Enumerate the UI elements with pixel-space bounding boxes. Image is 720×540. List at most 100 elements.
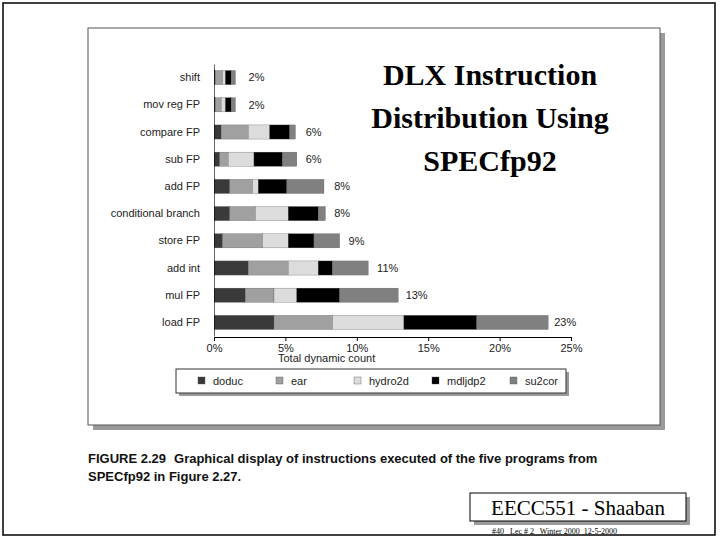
bar-segment [245, 288, 274, 302]
series-0 [214, 71, 274, 330]
x-axis: 0%5%10%15%20%25% [207, 337, 583, 354]
legend: doducearhydro2dmdljdp2su2cor [176, 369, 569, 396]
y-tick: add FP [165, 180, 200, 192]
bar-segment [274, 315, 333, 329]
bar-segment [340, 288, 399, 302]
tick-mark [357, 337, 358, 341]
bar-segment [258, 179, 287, 193]
bar-segment [288, 234, 314, 248]
bar-segment [288, 261, 318, 275]
bar-segment [270, 125, 290, 139]
total-label: 9% [349, 235, 365, 247]
bar-segment [225, 71, 231, 85]
slide-frame [3, 3, 715, 535]
category-label: mul FP [165, 289, 200, 301]
footer-box [470, 493, 686, 521]
axis-line [214, 65, 215, 337]
legend-box [176, 369, 566, 393]
legend-swatch [198, 377, 205, 384]
bar-segment [231, 71, 235, 85]
bar-segment [253, 179, 259, 193]
title-line: DLX Instruction [383, 58, 598, 91]
bar-segment [214, 234, 223, 248]
tick-label: 0% [207, 342, 223, 354]
bar-segment [230, 207, 256, 221]
tick-label: 20% [489, 342, 511, 354]
footer-note: #40 Lec # 2 Winter 2000 12-5-2000 [492, 527, 617, 536]
category-label: add FP [165, 180, 200, 192]
bar-segment [248, 125, 269, 139]
legend-swatch [276, 377, 283, 384]
bar-segment [254, 152, 283, 166]
axis-line [215, 337, 572, 338]
legend-label: hydro2d [369, 375, 409, 387]
y-tick: compare FP [140, 126, 200, 138]
bar-segment [287, 179, 324, 193]
total-label: 8% [334, 180, 350, 192]
legend-swatch [510, 377, 517, 384]
bar-segment [318, 207, 325, 221]
category-label: mov reg FP [143, 98, 200, 110]
total-label: 13% [406, 289, 428, 301]
tick-label: 25% [560, 342, 582, 354]
bar-segment [214, 261, 248, 275]
y-tick: shift [180, 71, 200, 83]
category-label: load FP [162, 316, 200, 328]
bar-segment [214, 125, 221, 139]
bar-segment [263, 234, 289, 248]
tick-mark [571, 337, 572, 341]
category-label: sub FP [165, 153, 200, 165]
total-label: 2% [249, 99, 265, 111]
chart-title: DLX Instruction Distribution Using SPECfp9… [371, 58, 609, 177]
bar-segment [214, 207, 230, 221]
bar-segment [333, 261, 369, 275]
bar-segment [314, 234, 340, 248]
category-label: store FP [158, 234, 200, 246]
category-label: shift [180, 71, 200, 83]
bar-segment [214, 179, 230, 193]
bar-segment [220, 152, 229, 166]
bar-segment [214, 315, 274, 329]
bar-segment [274, 288, 297, 302]
legend-label: ear [291, 375, 307, 387]
total-label: 8% [334, 207, 350, 219]
y-tick: store FP [158, 234, 200, 246]
x-tick: 0% [207, 337, 223, 354]
bar-segment [214, 288, 245, 302]
total-label: 23% [554, 316, 576, 328]
tick-mark [214, 337, 215, 341]
category-label: compare FP [140, 126, 200, 138]
bar-segment [288, 207, 318, 221]
y-tick: mov reg FP [143, 98, 200, 110]
bar-segment [228, 152, 254, 166]
footer: EECC551 - Shaaban [491, 496, 665, 520]
x-tick: 20% [489, 337, 511, 354]
bar-segment [248, 261, 288, 275]
y-tick: mul FP [165, 289, 200, 301]
tick-label: 15% [418, 342, 440, 354]
caption-label: FIGURE 2.29 [88, 451, 166, 466]
bar-segment [215, 71, 222, 85]
category-label: add int [167, 262, 200, 274]
title-line: Distribution Using [371, 101, 609, 134]
x-tick: 15% [418, 337, 440, 354]
y-tick: add int [167, 262, 200, 274]
bar-segment [223, 234, 263, 248]
total-label: 6% [306, 126, 322, 138]
bar-segment [221, 98, 225, 112]
caption-line: FIGURE 2.29Graphical display of instruct… [88, 451, 597, 466]
tick-mark [285, 337, 286, 341]
y-axis: shiftmov reg FPcompare FPsub FPadd FPcon… [111, 65, 215, 337]
bar-segment [283, 152, 297, 166]
bar-segment [297, 288, 340, 302]
bar-segment [231, 98, 235, 112]
bar-segment [221, 125, 248, 139]
figure-panel [88, 28, 660, 425]
y-tick: load FP [162, 316, 200, 328]
bar-segment [404, 315, 477, 329]
slide: 2%2%6%6%8%8%9%11%13%23%0%5%10%15%20%25%s… [0, 0, 720, 540]
total-label: 2% [249, 71, 265, 83]
bar-segment [333, 315, 404, 329]
caption-line: SPECfp92 in Figure 2.27. [88, 469, 241, 484]
title-line: SPECfp92 [423, 144, 556, 177]
